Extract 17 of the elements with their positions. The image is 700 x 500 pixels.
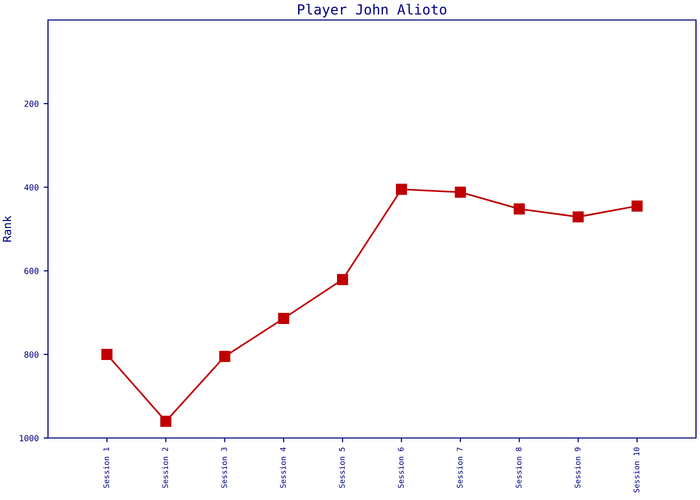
- point: [160, 416, 172, 427]
- y-tick-label: 800: [24, 351, 38, 358]
- point: [101, 348, 112, 360]
- point: [632, 200, 643, 212]
- point: [396, 184, 408, 195]
- point: [336, 274, 348, 286]
- y-tick-label: 600: [24, 268, 38, 274]
- y-axis-title: Rank: [2, 216, 12, 242]
- chart-title: Player John Alioto: [298, 4, 446, 18]
- point: [572, 211, 584, 222]
- point: [454, 186, 466, 198]
- point: [514, 203, 525, 214]
- y-tick-label: 400: [24, 184, 38, 191]
- y-tick-label: 1000: [20, 435, 38, 442]
- point: [219, 350, 230, 362]
- point: [278, 312, 290, 324]
- y-tick-label: 200: [24, 100, 38, 107]
